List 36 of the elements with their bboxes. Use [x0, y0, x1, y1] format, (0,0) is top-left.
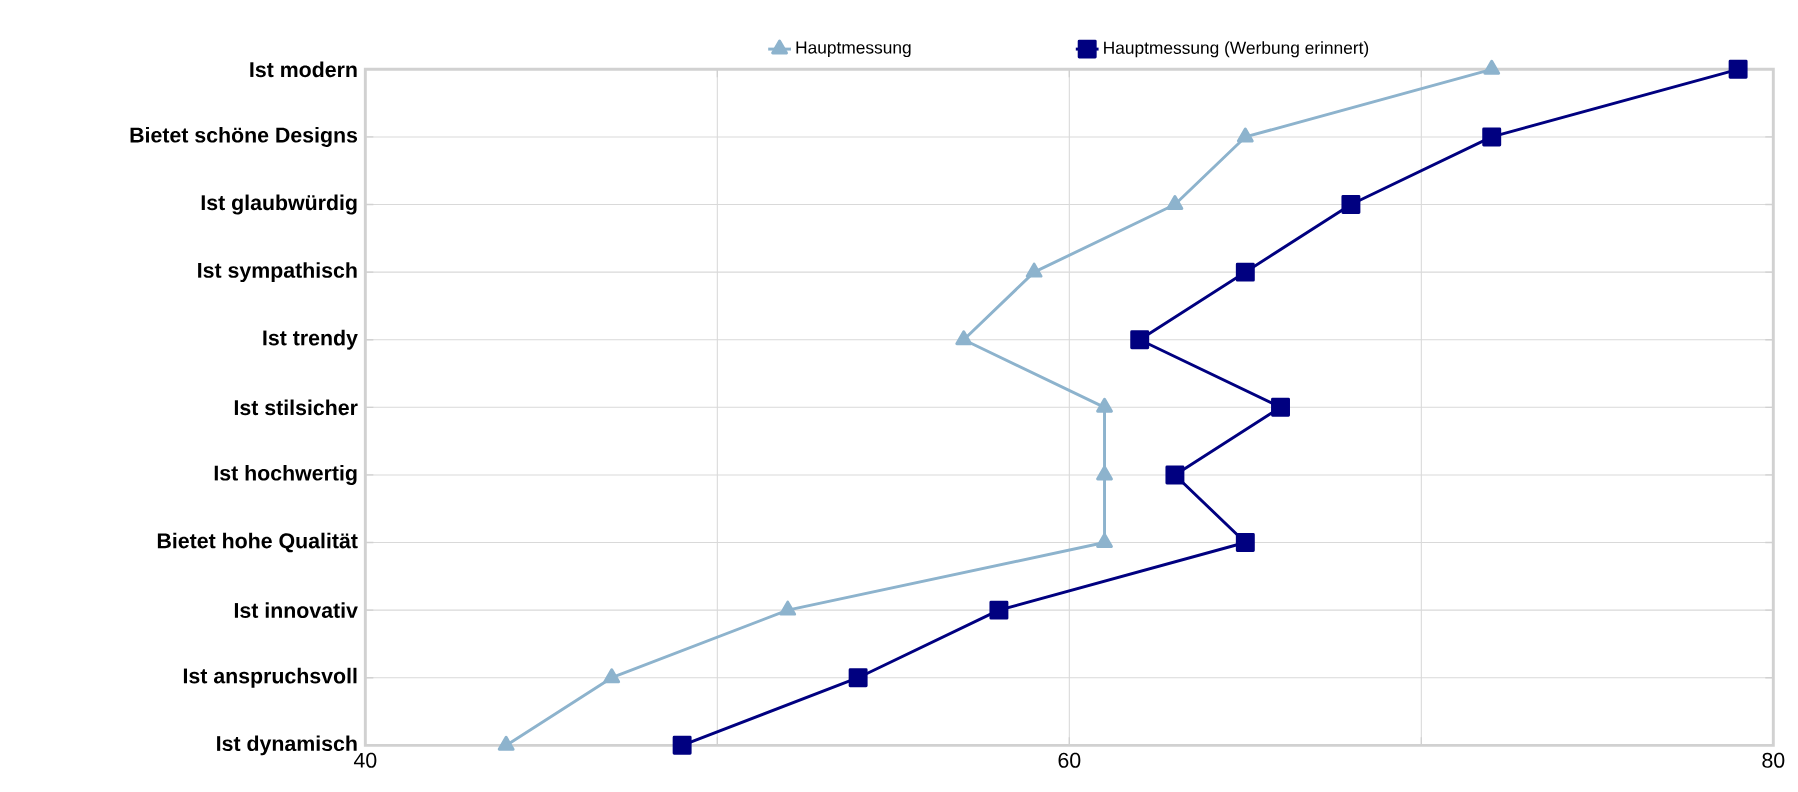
point	[1236, 127, 1254, 143]
y-tick-label: Ist anspruchsvoll	[183, 667, 357, 688]
point	[1096, 397, 1113, 413]
y-tick-label: Bietet hohe Qualität	[157, 532, 358, 553]
point	[672, 735, 692, 755]
point	[779, 600, 797, 616]
x-tick-label: 80	[1762, 752, 1785, 768]
y-tick-label: Ist glaubwürdig	[201, 194, 357, 215]
point	[1482, 127, 1502, 147]
point	[1235, 262, 1255, 282]
y-tick-label: Ist hochwertig	[214, 464, 357, 485]
y-tick-label: Ist stilsicher	[234, 399, 358, 416]
point	[1165, 465, 1185, 485]
point	[1235, 533, 1255, 553]
y-tick-label: Ist sympathisch	[198, 262, 357, 283]
point	[1130, 330, 1150, 350]
point	[955, 330, 973, 346]
point	[1096, 465, 1113, 481]
legend-label: Hauptmessung	[796, 41, 911, 58]
point	[1096, 533, 1113, 549]
point	[603, 668, 621, 684]
point	[1728, 59, 1748, 79]
y-tick-label: Ist trendy	[263, 329, 358, 350]
point	[497, 735, 515, 751]
point	[1483, 59, 1501, 75]
point	[989, 600, 1009, 620]
point	[1271, 397, 1290, 417]
x-tick-label: 60	[1058, 752, 1081, 768]
point	[848, 668, 868, 688]
y-tick-label: Ist innovativ	[234, 602, 358, 618]
legend-label: Hauptmessung (Werbung erinnert)	[1104, 41, 1369, 58]
point	[1025, 262, 1043, 278]
point	[1341, 195, 1361, 214]
point	[1166, 195, 1184, 210]
y-tick-label: Ist modern	[250, 61, 357, 78]
y-tick-label: Bietet schöne Designs	[130, 126, 358, 147]
